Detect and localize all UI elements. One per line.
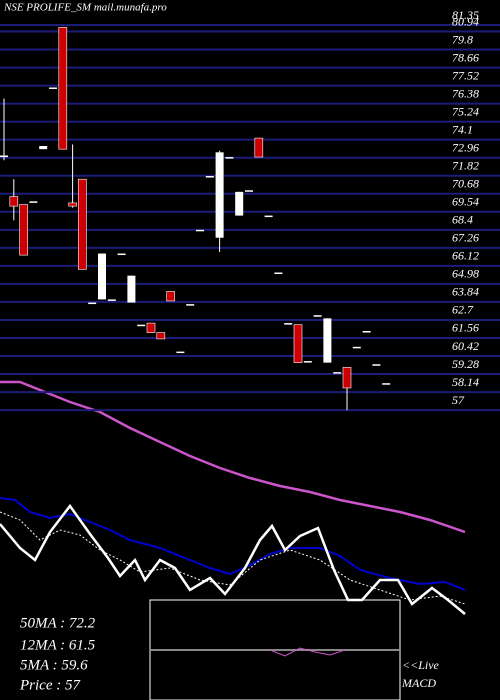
ma-line-dotted bbox=[0, 511, 466, 605]
candle-body bbox=[137, 324, 146, 327]
candle-body bbox=[323, 318, 332, 363]
candle-body bbox=[284, 323, 293, 325]
y-tick-label: 66.12 bbox=[452, 249, 479, 263]
candle-body bbox=[352, 346, 361, 349]
candle-body bbox=[235, 191, 244, 216]
candle-body bbox=[196, 229, 204, 232]
candle-body bbox=[127, 275, 136, 303]
candle-body bbox=[333, 372, 342, 374]
candle-body bbox=[303, 361, 312, 363]
y-tick-label: 77.52 bbox=[452, 68, 479, 82]
macd-label: MACD bbox=[401, 676, 436, 690]
y-tick-label: 71.82 bbox=[452, 158, 479, 172]
stat: 50MA : 72.2 bbox=[20, 615, 96, 631]
y-tick-label: 62.7 bbox=[452, 303, 474, 317]
candle-body bbox=[107, 299, 116, 301]
y-tick-label: 67.26 bbox=[452, 231, 479, 245]
candle-body bbox=[313, 315, 322, 317]
ma-line-blue bbox=[0, 497, 466, 591]
candle-body bbox=[342, 367, 352, 389]
live-label: <<Live bbox=[402, 658, 440, 672]
y-tick-label: 61.56 bbox=[452, 321, 479, 335]
y-tick-label: 74.1 bbox=[452, 122, 473, 136]
candle-body bbox=[176, 351, 185, 354]
candle-body bbox=[49, 87, 57, 89]
candle-body bbox=[186, 304, 195, 306]
candle-body bbox=[205, 176, 214, 178]
chart-title: NSE PROLIFE_SM mail.munafa.pro bbox=[3, 2, 167, 14]
stat: 5MA : 59.6 bbox=[20, 657, 88, 673]
candle-body bbox=[146, 322, 156, 333]
y-tick-label: 60.42 bbox=[452, 339, 479, 353]
stat: Price : 57 bbox=[19, 677, 81, 693]
y-tick-label: 78.66 bbox=[452, 50, 479, 64]
y-tick-label: 58.14 bbox=[452, 375, 479, 389]
indicator-lines bbox=[0, 380, 466, 615]
candle-body bbox=[382, 383, 391, 385]
macd-panel: <<Live MACD bbox=[149, 599, 440, 700]
y-tick-label: 72.96 bbox=[452, 140, 479, 154]
candle-body bbox=[29, 201, 38, 203]
y-tick-label: 76.38 bbox=[452, 86, 479, 100]
stats: 50MA : 72.2 12MA : 61.5 5MA : 59.6 Price… bbox=[19, 615, 96, 693]
candle-body bbox=[58, 27, 68, 150]
y-tick-label: 80.94 bbox=[452, 14, 479, 28]
y-tick-label: 75.24 bbox=[452, 104, 479, 118]
y-tick-label: 57 bbox=[452, 393, 465, 407]
candle-body bbox=[98, 253, 106, 300]
stat: 12MA : 61.5 bbox=[20, 637, 96, 653]
candle-body bbox=[245, 190, 253, 192]
candle-body bbox=[156, 332, 166, 340]
candle-body bbox=[225, 157, 234, 159]
candle-body bbox=[372, 364, 381, 366]
y-tick-label: 70.68 bbox=[452, 177, 479, 191]
candle-body bbox=[88, 302, 97, 305]
candle-body bbox=[215, 152, 224, 238]
y-tick-label: 79.8 bbox=[452, 32, 473, 46]
y-tick-label: 81.35 bbox=[452, 8, 479, 22]
y-tick-label: 59.28 bbox=[452, 357, 479, 371]
candle-body bbox=[0, 155, 8, 158]
y-tick-label: 63.84 bbox=[452, 285, 479, 299]
candle-body bbox=[166, 291, 175, 302]
candle-body bbox=[68, 202, 77, 207]
candle-body bbox=[39, 146, 48, 150]
macd-line bbox=[269, 647, 346, 657]
candle-body bbox=[9, 196, 19, 207]
price-line bbox=[0, 503, 466, 615]
ma-line bbox=[0, 380, 466, 534]
candle-body bbox=[293, 324, 303, 363]
candle-body bbox=[78, 178, 87, 270]
candle-body bbox=[362, 331, 371, 333]
candle-body bbox=[19, 204, 28, 256]
y-tick-label: 64.98 bbox=[452, 267, 479, 281]
candle-body bbox=[274, 272, 283, 275]
y-tick-label: 68.4 bbox=[452, 213, 473, 227]
y-tick-label: 69.54 bbox=[452, 195, 479, 209]
candle-body bbox=[254, 137, 264, 158]
candle-body bbox=[264, 215, 273, 218]
candle-body bbox=[117, 253, 126, 256]
